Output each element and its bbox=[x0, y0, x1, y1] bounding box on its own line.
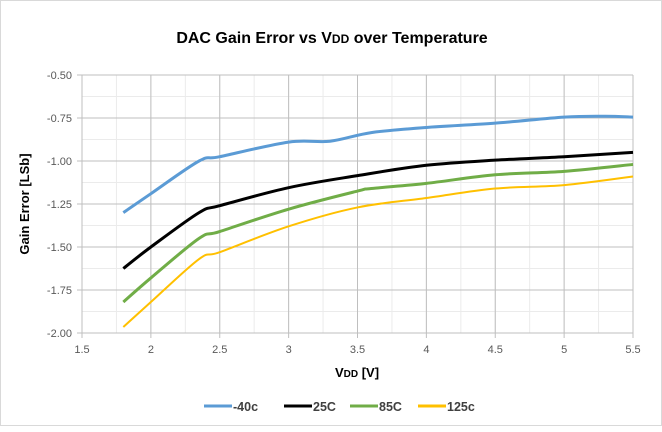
legend-label: 85C bbox=[379, 400, 402, 414]
legend-label: 25C bbox=[313, 400, 336, 414]
x-tick-label: 2 bbox=[148, 344, 154, 356]
x-tick-label: 3.5 bbox=[350, 344, 365, 356]
legend-label: -40c bbox=[233, 400, 258, 414]
series-line-85C bbox=[122, 162, 634, 304]
y-axis-label: Gain Error [LSb] bbox=[17, 153, 32, 254]
x-tick-label: 4.5 bbox=[488, 344, 503, 356]
x-tick-label: 4 bbox=[423, 344, 429, 356]
x-tick-label: 3 bbox=[286, 344, 292, 356]
series-line-25C bbox=[122, 150, 634, 270]
y-tick-label: -1.75 bbox=[47, 285, 72, 297]
x-tick-label: 5.5 bbox=[625, 344, 640, 356]
y-tick-label: -2.00 bbox=[47, 328, 72, 340]
y-tick-label: -1.50 bbox=[47, 242, 72, 254]
x-axis-ticks: 1.5 2 2.5 3 3.5 4 4.5 5 5.5 bbox=[74, 344, 640, 356]
y-tick-label: -1.00 bbox=[47, 156, 72, 168]
gridlines bbox=[77, 74, 634, 338]
x-axis-label: VDD [V] bbox=[335, 365, 379, 380]
series-line-125c bbox=[122, 175, 634, 328]
legend: -40c 25C 85C 125c bbox=[204, 400, 475, 414]
chart-title: DAC Gain Error vs VDD over Temperature bbox=[176, 30, 487, 47]
y-axis-ticks: -0.50 -0.75 -1.00 -1.25 -1.50 -1.75 -2.00 bbox=[47, 70, 72, 340]
legend-label: 125c bbox=[447, 400, 475, 414]
y-tick-label: -0.50 bbox=[47, 70, 72, 82]
y-tick-label: -1.25 bbox=[47, 199, 72, 211]
x-tick-label: 2.5 bbox=[212, 344, 227, 356]
y-tick-label: -0.75 bbox=[47, 113, 72, 125]
x-tick-label: 5 bbox=[561, 344, 567, 356]
series-lines bbox=[122, 114, 634, 328]
x-tick-label: 1.5 bbox=[74, 344, 89, 356]
series-line--40c bbox=[122, 114, 634, 214]
